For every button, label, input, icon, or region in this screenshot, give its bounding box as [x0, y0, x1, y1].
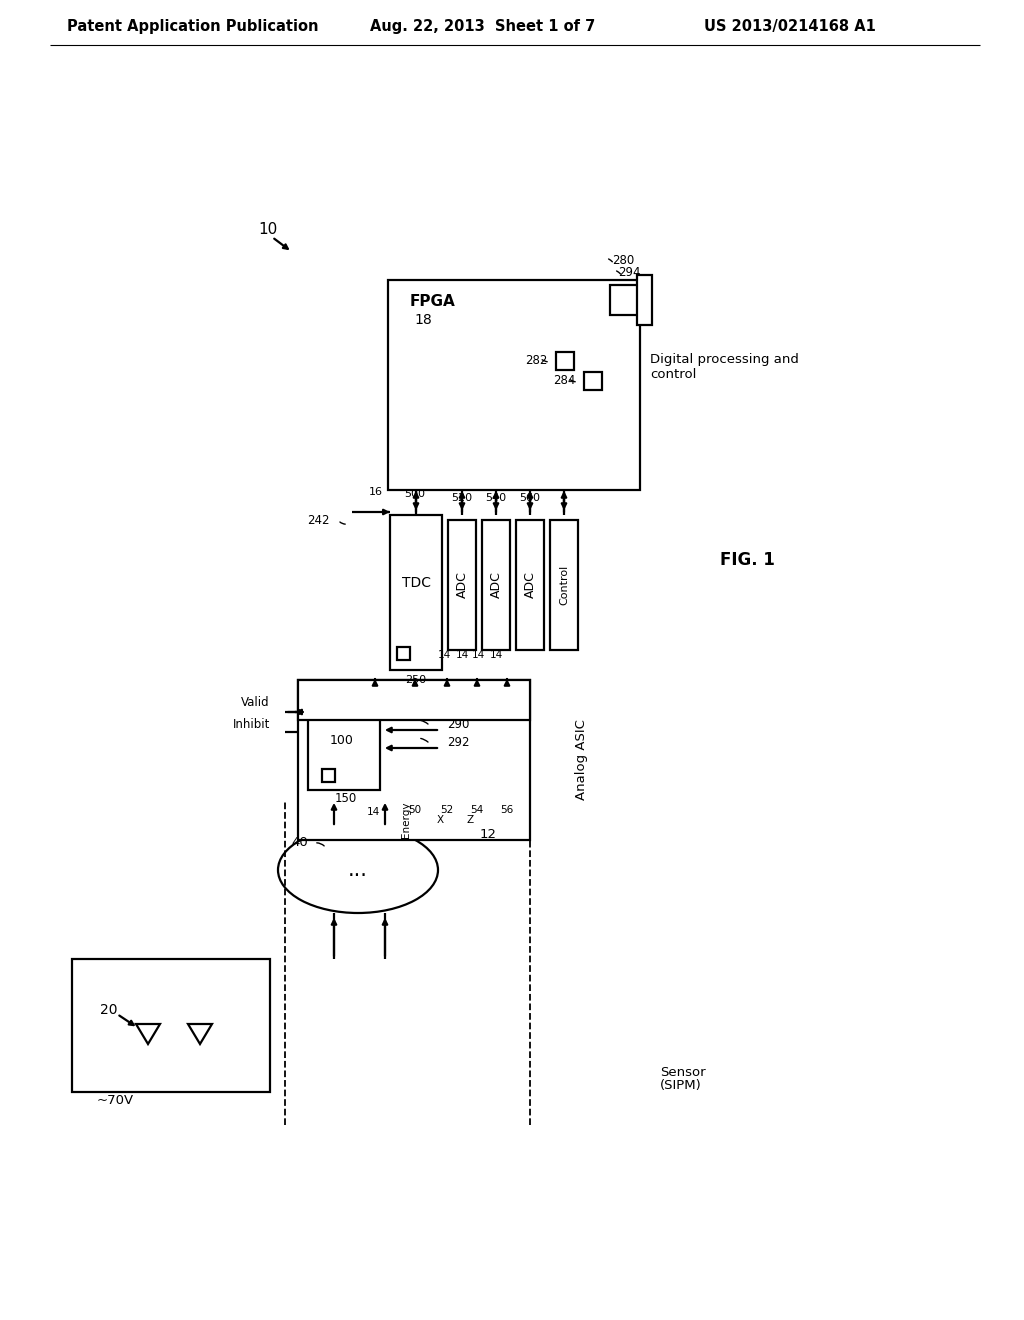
Bar: [308, 702, 380, 789]
Text: 242: 242: [307, 513, 330, 527]
Text: Inhibit: Inhibit: [232, 718, 270, 730]
Text: 282: 282: [525, 354, 548, 367]
Text: ADC: ADC: [456, 572, 469, 598]
Text: 54: 54: [470, 805, 483, 814]
Text: Control: Control: [559, 565, 569, 605]
Text: ADC: ADC: [523, 572, 537, 598]
Text: ADC: ADC: [489, 572, 503, 598]
Text: 500: 500: [404, 488, 426, 499]
Text: 16: 16: [369, 487, 383, 498]
Bar: [584, 372, 602, 389]
Text: ~70V: ~70V: [96, 1093, 133, 1106]
Text: 280: 280: [612, 253, 634, 267]
Bar: [556, 352, 574, 370]
Text: Sensor: Sensor: [660, 1065, 706, 1078]
Text: 40: 40: [291, 836, 308, 849]
Text: 14: 14: [471, 649, 484, 660]
Text: TDC: TDC: [401, 576, 430, 590]
Bar: [449, 520, 476, 649]
Bar: [390, 515, 442, 671]
Text: 14: 14: [367, 807, 380, 817]
Text: US 2013/0214168 A1: US 2013/0214168 A1: [705, 20, 876, 34]
Bar: [397, 647, 410, 660]
Text: 52: 52: [440, 805, 454, 814]
Text: control: control: [650, 368, 696, 381]
Bar: [550, 520, 578, 649]
Bar: [298, 680, 530, 719]
Text: 540: 540: [485, 492, 507, 503]
Bar: [482, 520, 510, 649]
Text: 18: 18: [414, 313, 432, 327]
Text: 10: 10: [258, 223, 278, 238]
Bar: [298, 680, 530, 840]
Text: Analog ASIC: Analog ASIC: [575, 719, 588, 800]
Bar: [322, 770, 335, 781]
Text: Digital processing and: Digital processing and: [650, 354, 799, 367]
Text: Patent Application Publication: Patent Application Publication: [68, 20, 318, 34]
Text: FIG. 1: FIG. 1: [720, 550, 775, 569]
Text: 292: 292: [447, 735, 469, 748]
Text: 12: 12: [479, 828, 497, 841]
Text: ...: ...: [348, 861, 368, 880]
Text: Energy: Energy: [401, 801, 411, 838]
Text: 150: 150: [335, 792, 357, 804]
Bar: [72, 960, 270, 1092]
Text: 290: 290: [447, 718, 469, 730]
Text: 520: 520: [452, 492, 472, 503]
Text: 20: 20: [100, 1003, 118, 1016]
Text: 100: 100: [330, 734, 354, 747]
Bar: [388, 280, 640, 490]
Text: 294: 294: [618, 265, 640, 279]
Bar: [516, 520, 544, 649]
Text: 14: 14: [437, 649, 451, 660]
Text: 56: 56: [501, 805, 514, 814]
Text: 50: 50: [409, 805, 422, 814]
Text: FPGA: FPGA: [410, 294, 456, 309]
Text: (SIPM): (SIPM): [660, 1078, 701, 1092]
Text: Valid: Valid: [242, 697, 270, 710]
Text: Aug. 22, 2013  Sheet 1 of 7: Aug. 22, 2013 Sheet 1 of 7: [371, 20, 596, 34]
Text: 250: 250: [406, 675, 427, 685]
Text: X: X: [436, 814, 443, 825]
Text: 14: 14: [489, 649, 503, 660]
Bar: [610, 285, 640, 315]
Bar: [637, 275, 652, 325]
Text: Z: Z: [467, 814, 473, 825]
Text: 14: 14: [456, 649, 469, 660]
Text: 284: 284: [554, 374, 575, 387]
Text: 560: 560: [519, 492, 541, 503]
